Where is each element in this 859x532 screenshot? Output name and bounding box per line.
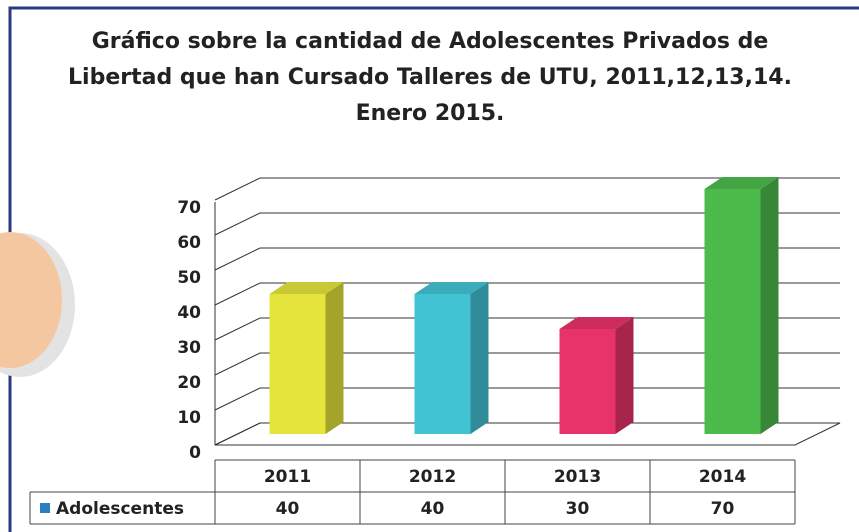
grid-line (214, 422, 840, 446)
bar-side (615, 317, 634, 434)
grid-line (214, 387, 840, 411)
y-tick-label: 60 (177, 233, 201, 253)
bar-top (704, 177, 779, 189)
legend-label: Adolescentes (56, 499, 184, 519)
bar (704, 189, 761, 434)
y-tick-label: 70 (177, 198, 201, 218)
y-tick-label: 50 (177, 268, 201, 288)
table-value: 30 (566, 499, 590, 519)
grid-line (214, 317, 840, 341)
x-tick-label: 2011 (264, 467, 311, 487)
bar (414, 294, 471, 434)
bar-top (269, 282, 344, 294)
bar (269, 294, 326, 434)
table-value: 70 (711, 499, 735, 519)
bar-top (414, 282, 489, 294)
bar-top (559, 317, 634, 329)
bar (559, 329, 616, 434)
y-tick-label: 30 (177, 338, 201, 358)
y-tick-label: 10 (177, 408, 201, 428)
grid-line (214, 282, 840, 306)
decoration (0, 232, 62, 368)
bar-side (470, 282, 489, 434)
y-tick-label: 40 (177, 303, 201, 323)
x-tick-label: 2012 (409, 467, 456, 487)
x-tick-label: 2014 (699, 467, 746, 487)
grid-line (214, 352, 840, 376)
chart-title: Gráfico sobre la cantidad de Adolescente… (68, 29, 792, 126)
grid-line (214, 247, 840, 271)
bar-side (325, 282, 344, 434)
table-value: 40 (276, 499, 300, 519)
grid-line (214, 177, 840, 201)
y-tick-label: 0 (189, 443, 201, 463)
x-tick-label: 2013 (554, 467, 601, 487)
y-tick-label: 20 (177, 373, 201, 393)
grid-line (214, 212, 840, 236)
bar-side (760, 177, 779, 434)
legend-swatch (40, 503, 50, 513)
table-value: 40 (421, 499, 445, 519)
